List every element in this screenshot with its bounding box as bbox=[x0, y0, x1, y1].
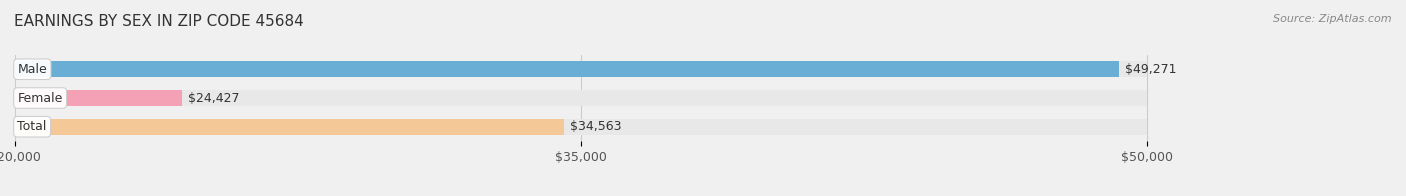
Text: $24,427: $24,427 bbox=[188, 92, 239, 104]
Text: Male: Male bbox=[17, 63, 48, 76]
Text: Source: ZipAtlas.com: Source: ZipAtlas.com bbox=[1274, 14, 1392, 24]
Bar bbox=[15, 61, 1147, 77]
Bar bbox=[15, 119, 564, 135]
Text: $49,271: $49,271 bbox=[1125, 63, 1177, 76]
Text: Female: Female bbox=[17, 92, 63, 104]
Bar bbox=[15, 119, 1147, 135]
Bar bbox=[15, 90, 1147, 106]
Text: EARNINGS BY SEX IN ZIP CODE 45684: EARNINGS BY SEX IN ZIP CODE 45684 bbox=[14, 14, 304, 29]
Text: Total: Total bbox=[17, 120, 46, 133]
Text: $34,563: $34,563 bbox=[571, 120, 621, 133]
Bar bbox=[15, 61, 1119, 77]
Bar bbox=[15, 90, 183, 106]
